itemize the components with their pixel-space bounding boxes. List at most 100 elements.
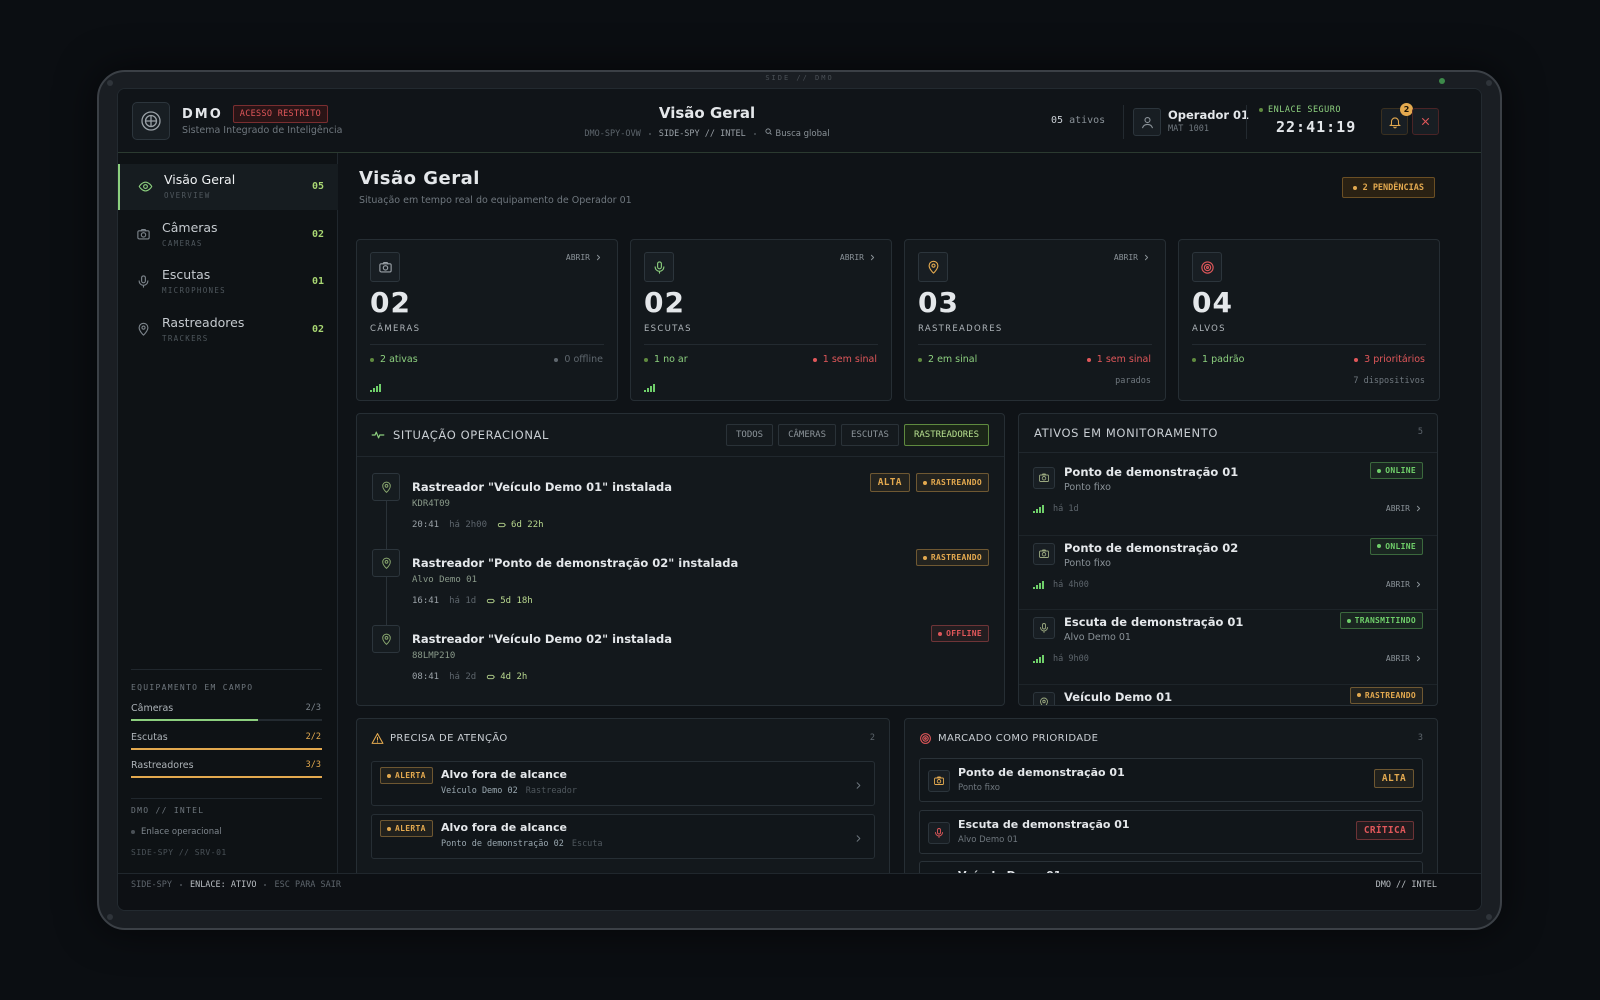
- monitor-icon: [1033, 691, 1055, 705]
- icon: [596, 254, 601, 261]
- nav-icon: [136, 274, 151, 293]
- filter-button[interactable]: ESCUTAS: [841, 424, 899, 446]
- nav-label: Rastreadores: [162, 314, 245, 330]
- close-button[interactable]: [1412, 108, 1439, 135]
- priority-item[interactable]: Veículo Demo 01: [919, 861, 1423, 873]
- nav-item[interactable]: Rastreadores TRACKERS 02: [118, 307, 338, 353]
- filters: TODOS CÂMERAS ESCUTAS RASTREADORES: [726, 424, 989, 446]
- assets-label: ativos: [1069, 115, 1106, 126]
- stat-label: CÂMERAS: [370, 324, 421, 334]
- search[interactable]: Busca global: [764, 128, 830, 139]
- status-dot: [1354, 357, 1359, 362]
- nav-item[interactable]: Câmeras CAMERAS 02: [118, 212, 338, 258]
- user-id: MAT 1001: [1168, 124, 1209, 134]
- nav-item[interactable]: Visão Geral OVERVIEW 05: [118, 164, 338, 210]
- separator: [648, 132, 651, 135]
- priority-icon: [928, 821, 950, 844]
- event[interactable]: Rastreador "Veículo Demo 02" instalada 88…: [357, 625, 1004, 695]
- field-label: Câmeras: [131, 703, 174, 714]
- attention-kind: Rastreador: [525, 786, 577, 796]
- event[interactable]: Rastreador "Ponto de demonstração 02" in…: [357, 549, 1004, 619]
- open-link[interactable]: ABRIR: [566, 253, 603, 262]
- screw: [107, 80, 113, 86]
- pending-label: 2 PENDÊNCIAS: [1362, 182, 1424, 193]
- open-link[interactable]: ABRIR: [1114, 253, 1151, 262]
- event-duration: 4d 2h: [486, 672, 527, 682]
- notifications-button[interactable]: 2: [1381, 103, 1413, 135]
- attention-count: 2: [869, 733, 875, 743]
- open-link[interactable]: ABRIR: [1386, 580, 1423, 589]
- filter-button[interactable]: RASTREADORES: [903, 424, 989, 446]
- attention-title: Alvo fora de alcance: [441, 768, 567, 781]
- alert-tag-label: ALERTA: [395, 824, 426, 833]
- icon: [934, 776, 944, 785]
- crumb: DMO-SPY-OVW: [584, 129, 641, 139]
- nav-item[interactable]: Escutas MICROPHONES 01: [118, 259, 338, 305]
- separator: [753, 132, 756, 135]
- notification-count: 2: [1400, 103, 1413, 116]
- monitor-item[interactable]: Escuta de demonstração 01 Alvo Demo 01 TRA…: [1019, 609, 1437, 683]
- attention-item[interactable]: ALERTA Alvo fora de alcance Veículo Demo 0…: [371, 761, 875, 806]
- field-label: Rastreadores: [131, 760, 194, 771]
- attention-source: Ponto de demonstração 02: [441, 839, 564, 849]
- priority-item[interactable]: Escuta de demonstração 01 Alvo Demo 01 CRÍ…: [919, 809, 1423, 854]
- brand-row: DMO ACESSO RESTRITO: [182, 105, 329, 123]
- status-tag-label: ONLINE: [1385, 541, 1416, 551]
- icon: [497, 522, 507, 528]
- level-tag-label: CRÍTICA: [1363, 824, 1406, 836]
- stat-label: ALVOS: [1192, 324, 1226, 334]
- monitor-item[interactable]: Ponto de demonstração 02 Ponto fixo ONLINE…: [1019, 534, 1437, 609]
- filter-button[interactable]: TODOS: [726, 424, 774, 446]
- event-title: Rastreador "Veículo Demo 01" instalada: [412, 480, 673, 494]
- status-tag-label: TRANSMITINDO: [1354, 616, 1416, 625]
- open-link[interactable]: ABRIR: [1386, 654, 1423, 663]
- monitor-name: Escuta de demonstração 01: [1064, 615, 1244, 629]
- stat-right-label: 0 offline: [564, 354, 603, 365]
- event[interactable]: Rastreador "Veículo Demo 01" instalada KD…: [357, 473, 1004, 543]
- search-label: Busca global: [775, 129, 830, 139]
- event-title: Rastreador "Veículo Demo 02" instalada: [412, 632, 673, 646]
- header-title: Visão Geral: [658, 104, 756, 122]
- status-dot: [644, 357, 648, 362]
- signal-icon: [1033, 655, 1044, 663]
- pending-button[interactable]: 2 PENDÊNCIAS: [1341, 177, 1435, 198]
- monitor-ago: há 4h00: [1033, 580, 1089, 590]
- stat-icon: [644, 252, 674, 282]
- status-tag-label: ONLINE: [1385, 466, 1416, 475]
- divider: [644, 344, 878, 345]
- monitor-item[interactable]: Ponto de demonstração 01 Ponto fixo ONLINE…: [1019, 460, 1437, 534]
- alert-tag: ALERTA: [380, 767, 433, 784]
- field-value: 2/2: [305, 731, 321, 742]
- attention-item[interactable]: ALERTA Alvo fora de alcance Ponto de demon…: [371, 814, 875, 859]
- open-link[interactable]: ABRIR: [1386, 504, 1423, 513]
- divider: [370, 344, 604, 345]
- status-dot: [922, 555, 927, 560]
- event-code: KDR4T09: [412, 499, 450, 509]
- open-link[interactable]: ABRIR: [840, 253, 877, 262]
- stat-left: 1 no ar: [644, 354, 688, 365]
- field-track: [131, 719, 322, 721]
- nav-label: Visão Geral: [164, 172, 236, 187]
- divider: [918, 344, 1152, 345]
- priority-item[interactable]: Ponto de demonstração 01 Ponto fixo ALTA: [919, 758, 1423, 802]
- status-dot: [918, 357, 922, 362]
- monitor-item[interactable]: Veículo Demo 01KDR4T09RASTREANDO: [1019, 683, 1437, 705]
- icon: [378, 261, 392, 272]
- nav-count: 01: [311, 276, 324, 287]
- filter-button[interactable]: CÂMERAS: [778, 424, 837, 446]
- stat-value: 04: [1192, 286, 1233, 319]
- attention-title: PRECISA DE ATENÇÃO: [390, 733, 508, 744]
- stat-left-label: 2 em sinal: [928, 354, 978, 365]
- nav-count: 05: [311, 181, 324, 192]
- crumb: SIDE-SPY // INTEL: [658, 129, 746, 139]
- status-dot: [131, 830, 135, 834]
- footer-item: ESC PARA SAIR: [274, 880, 342, 890]
- stat-value: 02: [370, 286, 411, 319]
- stat-right-label: 1 sem sinal: [1096, 354, 1151, 365]
- field-value: 2/3: [305, 703, 321, 713]
- icon: [1416, 505, 1421, 512]
- user-icon: [1141, 116, 1153, 128]
- main: Visão Geral Situação em tempo real do eq…: [338, 153, 1481, 873]
- field-title: EQUIPAMENTO EM CAMPO: [131, 683, 254, 692]
- icon: [137, 228, 150, 239]
